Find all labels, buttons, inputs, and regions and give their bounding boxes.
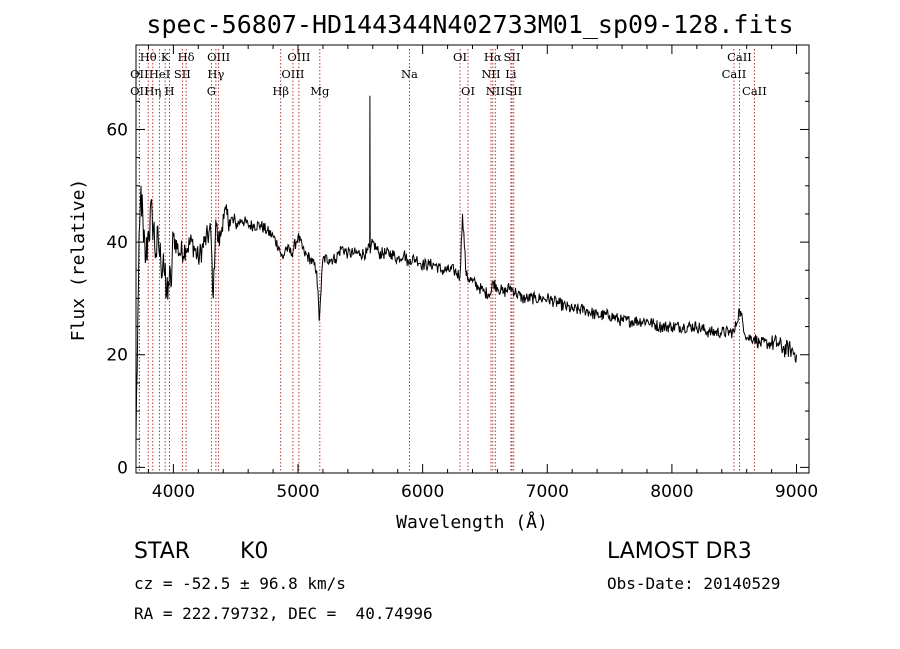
line-marker-label: OIII — [281, 67, 304, 81]
line-marker-label: Hβ — [272, 84, 289, 98]
line-marker-label: HeI — [149, 67, 170, 81]
line-marker-label: OI — [461, 84, 475, 98]
x-tick-label: 7000 — [526, 482, 569, 502]
redshift-text: cz = -52.5 ± 96.8 km/s — [134, 574, 346, 593]
line-marker-label: Na — [401, 67, 418, 81]
line-marker-label: H — [165, 84, 175, 98]
survey-name: LAMOST DR3 — [607, 539, 752, 564]
x-tick-label: 4000 — [152, 482, 195, 502]
line-marker-label: Hγ — [207, 67, 224, 81]
line-marker-label: Hα — [484, 50, 502, 64]
object-class: STAR — [134, 539, 191, 564]
line-marker-label: SII — [174, 67, 191, 81]
spectrum-series — [135, 95, 797, 440]
line-marker-label: SII — [504, 50, 521, 64]
line-marker-label: CaII — [727, 50, 752, 64]
line-marker-label: NII — [486, 84, 505, 98]
line-marker-label: OI — [453, 50, 467, 64]
y-tick-label: 20 — [106, 346, 128, 366]
line-marker-label: NII — [481, 67, 500, 81]
line-marker-label: SII — [505, 84, 522, 98]
line-marker-label: G — [207, 84, 216, 98]
line-marker-label: Hη — [144, 84, 161, 98]
plot-frame — [135, 44, 810, 474]
line-marker-label: K — [161, 50, 170, 64]
line-marker-label: OIII — [207, 50, 230, 64]
x-axis-label: Wavelength (Å) — [396, 511, 548, 533]
obs-date: Obs-Date: 20140529 — [607, 574, 781, 593]
chart-title: spec-56807-HD144344N402733M01_sp09-128.f… — [146, 10, 793, 39]
x-tick-label: 8000 — [650, 482, 693, 502]
subclass: K0 — [240, 539, 269, 564]
axis-ticks: 4000 5000 6000 7000 8000 9000 0 20 40 60 — [106, 45, 818, 502]
line-marker-label: CaII — [742, 84, 767, 98]
spectrum-line — [135, 95, 797, 440]
line-marker-label: Mg — [310, 84, 330, 98]
line-marker-label: OIII — [287, 50, 310, 64]
line-marker-label: CaII — [722, 67, 747, 81]
y-tick-label: 60 — [106, 120, 128, 140]
x-tick-label: 5000 — [276, 482, 319, 502]
line-marker-label: OII — [130, 84, 149, 98]
y-tick-label: 0 — [117, 458, 128, 478]
x-tick-label: 6000 — [401, 482, 444, 502]
y-tick-label: 40 — [106, 233, 128, 253]
line-marker-label: Hδ — [178, 50, 195, 64]
coordinates: RA = 222.79732, DEC = 40.74996 — [134, 604, 433, 623]
y-axis-label: Flux (relative) — [68, 179, 89, 342]
x-tick-label: 9000 — [775, 482, 818, 502]
line-marker-label: Hθ — [140, 50, 157, 64]
line-marker-label: Li — [505, 67, 517, 81]
